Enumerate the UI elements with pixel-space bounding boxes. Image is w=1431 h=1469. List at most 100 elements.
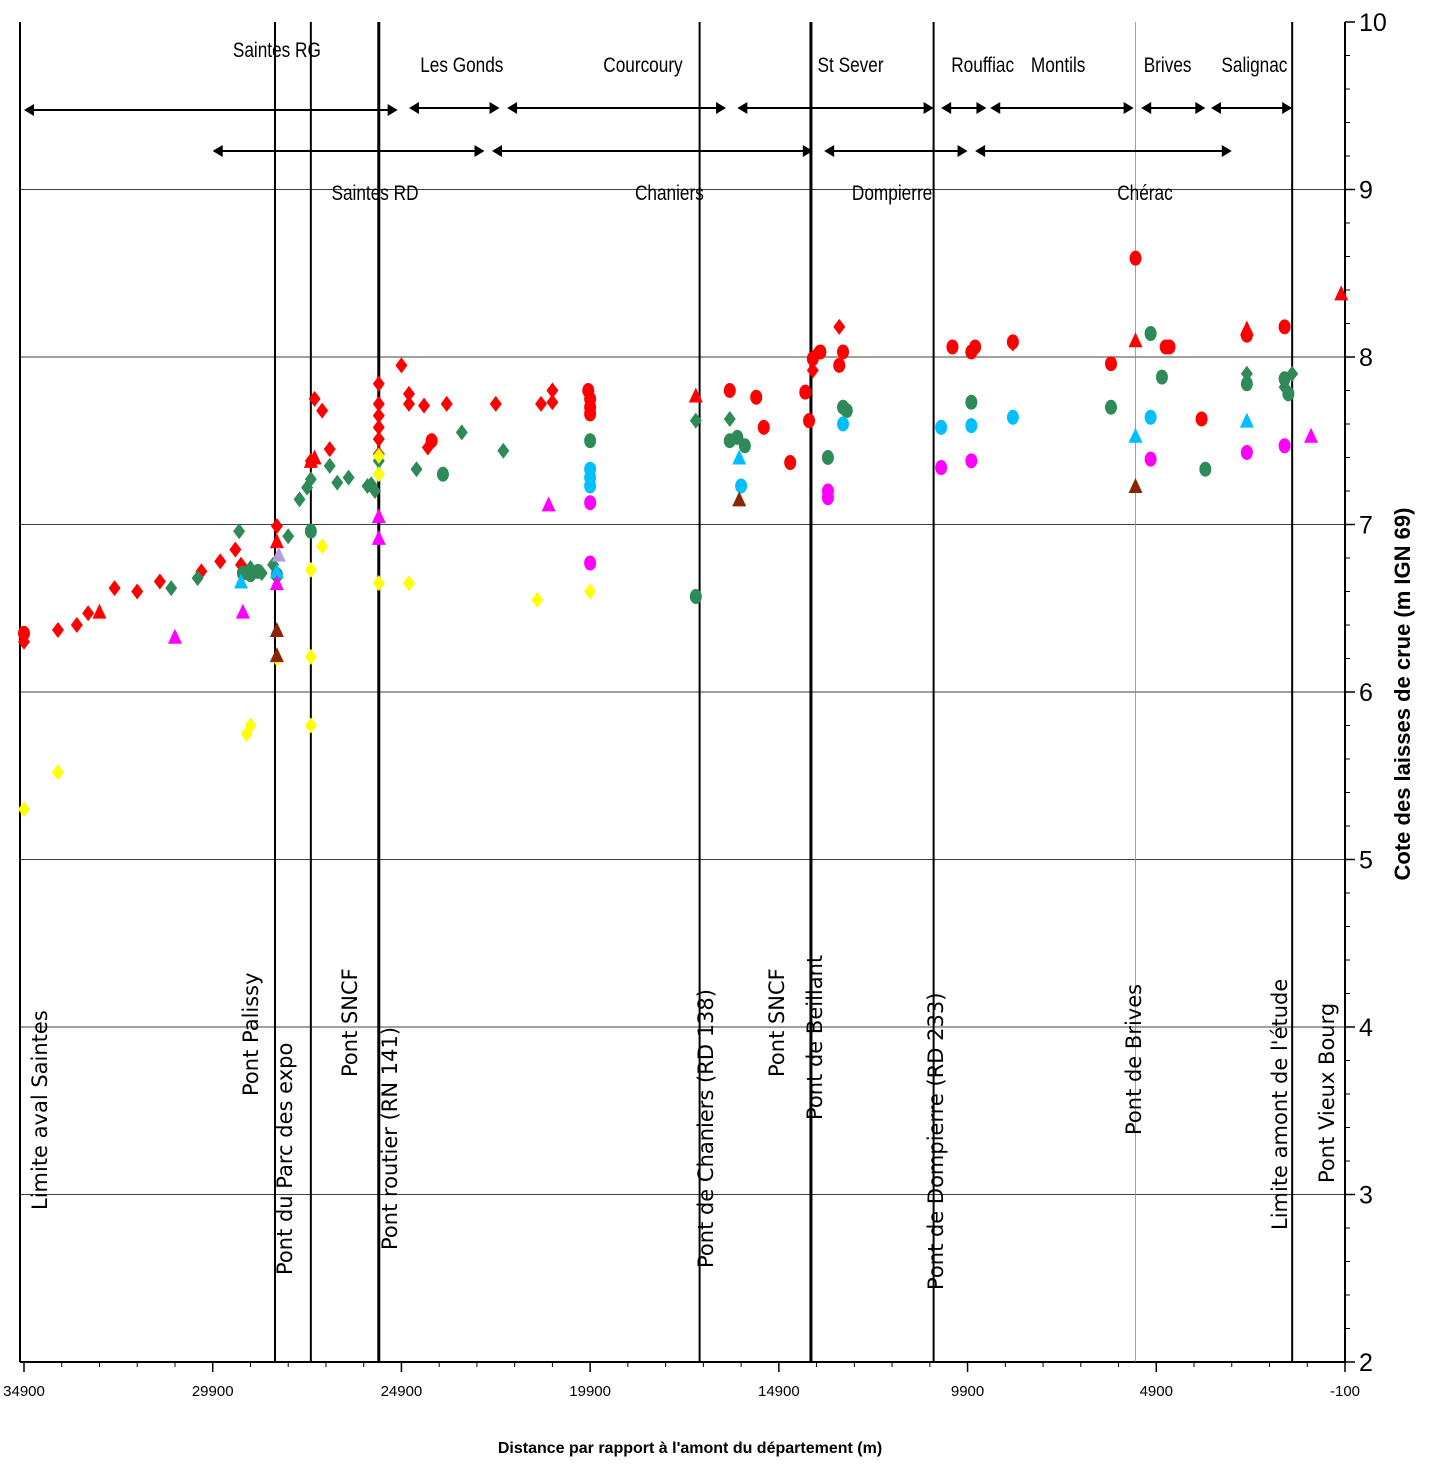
arrowhead <box>1123 102 1134 114</box>
sector-top-label: Montils <box>1031 55 1086 78</box>
data-point-circle <box>1104 356 1117 372</box>
bridge-label: Pont de Brives <box>1122 984 1146 1135</box>
y-tick-label: 10 <box>1359 9 1387 37</box>
arrowhead <box>1141 102 1152 114</box>
y-tick-label: 9 <box>1359 177 1373 205</box>
data-point-diamond <box>546 394 559 411</box>
data-point-triangle <box>371 508 386 524</box>
bridge-label: Pont du Parc des expo <box>273 1043 297 1275</box>
data-point-diamond <box>282 528 295 545</box>
sector-bottom-label: Saintes RD <box>331 183 418 206</box>
data-point-diamond <box>131 583 144 600</box>
data-point-triangle <box>269 575 284 591</box>
data-point-circle <box>1163 339 1176 355</box>
data-point-circle <box>840 403 853 419</box>
y-tick-label: 5 <box>1359 847 1373 875</box>
data-point-diamond <box>51 764 64 781</box>
data-point-triangle <box>732 449 747 465</box>
data-point-diamond <box>214 553 227 570</box>
data-point-diamond <box>293 491 306 508</box>
data-point-triangle <box>1304 427 1319 443</box>
sector-top-label: Rouffiac <box>951 55 1014 78</box>
data-point-diamond <box>51 622 64 639</box>
data-point-diamond <box>342 469 355 486</box>
data-point-circle <box>757 419 770 435</box>
data-point-circle <box>750 389 763 405</box>
data-point-diamond <box>535 395 548 412</box>
data-point-triangle <box>541 496 556 512</box>
arrowhead <box>1282 102 1293 114</box>
arrowhead <box>489 102 500 114</box>
data-point-circle <box>821 490 834 506</box>
x-tick-label: 14900 <box>758 1383 800 1400</box>
data-point-diamond <box>229 541 242 558</box>
arrowhead <box>1221 145 1232 157</box>
data-point-circle <box>584 406 597 422</box>
data-point-diamond <box>402 395 415 412</box>
data-point-circle <box>1199 461 1212 477</box>
arrowhead <box>716 102 727 114</box>
data-point-diamond <box>153 573 166 590</box>
grid-lines <box>20 189 1345 1195</box>
sector-top-label: Saintes RG <box>233 40 321 63</box>
data-point-diamond <box>244 717 257 734</box>
data-point-diamond <box>372 407 385 424</box>
arrowhead <box>408 102 419 114</box>
data-point-diamond <box>497 442 510 459</box>
data-point-diamond <box>440 395 453 412</box>
data-point-circle <box>1282 386 1295 402</box>
x-tick-label: 24900 <box>381 1383 423 1400</box>
arrowhead <box>923 102 934 114</box>
data-point-circle <box>946 339 959 355</box>
sector-bottom-label: Chaniers <box>635 183 704 206</box>
x-tick-label: 19900 <box>569 1383 611 1400</box>
y-tick-label: 6 <box>1359 679 1373 707</box>
data-point-circle <box>969 339 982 355</box>
data-point-diamond <box>395 357 408 374</box>
arrowhead <box>941 102 952 114</box>
data-point-diamond <box>233 523 246 540</box>
data-point-diamond <box>316 402 329 419</box>
data-point-triangle <box>307 449 322 465</box>
data-point-diamond <box>323 457 336 474</box>
data-point-diamond <box>18 801 30 818</box>
data-point-circle <box>965 453 978 469</box>
arrowhead <box>507 102 518 114</box>
data-point-circle <box>584 555 597 571</box>
data-point-circle <box>252 563 265 579</box>
bridge-label: Pont SNCF <box>338 968 362 1077</box>
bridge-label: Pont routier (RN 141) <box>378 1027 402 1250</box>
data-point-diamond <box>584 583 597 600</box>
data-point-circle <box>833 357 846 373</box>
data-point-diamond <box>418 397 431 414</box>
data-point-circle <box>799 384 812 400</box>
data-point-triangle <box>234 573 249 589</box>
data-point-triangle <box>269 563 284 579</box>
data-point-circle <box>803 413 816 429</box>
bridge-label: Limite amont de l'étude <box>1268 979 1292 1230</box>
sector-top-label: St Sever <box>818 55 885 78</box>
data-point-triangle <box>269 647 284 663</box>
y-tick-label: 8 <box>1359 344 1373 372</box>
data-point-triangle <box>269 533 284 549</box>
data-point-circle <box>1006 409 1019 425</box>
data-point-circle <box>1155 369 1168 385</box>
arrowhead <box>474 145 485 157</box>
data-point-circle <box>1144 451 1157 467</box>
data-point-diamond <box>372 447 385 464</box>
bridge-label: Pont de Dompierre (RD 233) <box>924 993 948 1290</box>
y-tick-label: 3 <box>1359 1182 1373 1210</box>
data-point-diamond <box>372 375 385 392</box>
arrowhead <box>957 145 968 157</box>
data-point-diamond <box>806 362 819 379</box>
data-point-diamond <box>689 412 702 429</box>
data-point-circle <box>1006 334 1019 350</box>
axis-ticks: 2 3 4 5 6 7 8 9 10 34900 29900 24900 19900 14900 9900 4… <box>3 9 1387 1400</box>
x-tick-label: 29900 <box>192 1383 234 1400</box>
data-point-circle <box>1144 409 1157 425</box>
data-point-circle <box>1278 319 1291 335</box>
data-point-circle <box>738 438 751 454</box>
data-point-circle <box>735 478 748 494</box>
data-point-diamond <box>82 605 95 622</box>
data-point-diamond <box>402 385 415 402</box>
